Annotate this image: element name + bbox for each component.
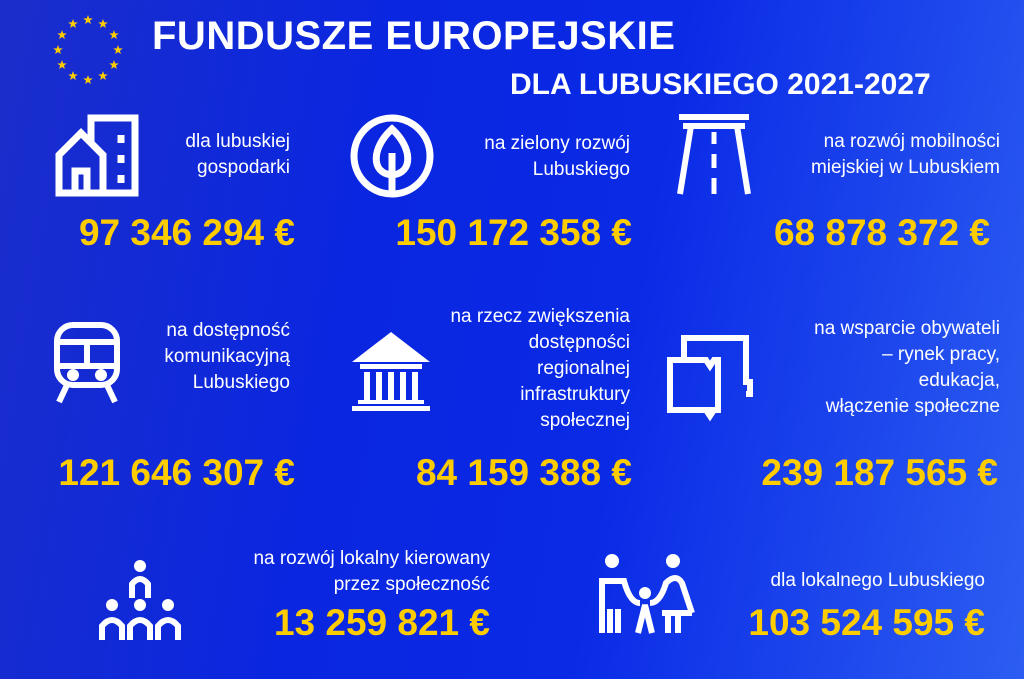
- item-amount: 150 172 358 €: [395, 212, 632, 253]
- page-subtitle: DLA LUBUSKIEGO 2021-2027: [510, 68, 931, 101]
- item-label: na dostępność komunikacyjną Lubuskiego: [164, 320, 290, 393]
- item-label: na rozwój mobilności miejskiej w Lubuskie…: [810, 131, 1000, 178]
- item-amount: 68 878 372 €: [773, 212, 990, 253]
- road-icon: [677, 114, 751, 195]
- star-icon: [57, 60, 67, 70]
- item-amount: 13 259 821 €: [273, 602, 490, 643]
- train-icon: [54, 322, 120, 404]
- item-amount: 97 346 294 €: [78, 212, 295, 253]
- star-icon: [57, 30, 67, 40]
- star-icon: [68, 70, 78, 81]
- item-label: dla lubuskiej gospodarki: [185, 131, 290, 178]
- star-icon: [53, 45, 63, 55]
- community-icon: [99, 560, 181, 640]
- item-label: na rozwój lokalny kierowany przez społecz…: [253, 548, 490, 595]
- page-title: FUNDUSZE EUROPEJSKIE: [152, 14, 676, 58]
- item-label: dla lokalnego Lubuskiego: [770, 570, 985, 591]
- star-icon: [98, 19, 108, 29]
- item-amount: 84 159 388 €: [415, 452, 632, 493]
- book-icon: [667, 335, 753, 422]
- eu-stars-icon: [53, 15, 123, 85]
- item-amount: 239 187 565 €: [761, 452, 998, 493]
- star-icon: [83, 75, 93, 85]
- star-icon: [113, 45, 123, 55]
- family-icon: [599, 554, 695, 634]
- star-icon: [109, 60, 119, 70]
- star-icon: [83, 15, 93, 25]
- buildings-icon: [55, 114, 139, 197]
- item-amount: 103 524 595 €: [748, 602, 985, 643]
- item-label: na rzecz zwiększenia dostępności regionaln…: [450, 306, 630, 431]
- item-label: na wsparcie obywateli – rynek pracy, eduka…: [814, 318, 1000, 417]
- star-icon: [68, 19, 78, 29]
- star-icon: [98, 70, 108, 81]
- institution-icon: [352, 332, 430, 411]
- tree-icon: [350, 114, 434, 198]
- star-icon: [109, 30, 119, 40]
- item-amount: 121 646 307 €: [58, 452, 295, 493]
- item-label: na zielony rozwój Lubuskiego: [484, 133, 630, 180]
